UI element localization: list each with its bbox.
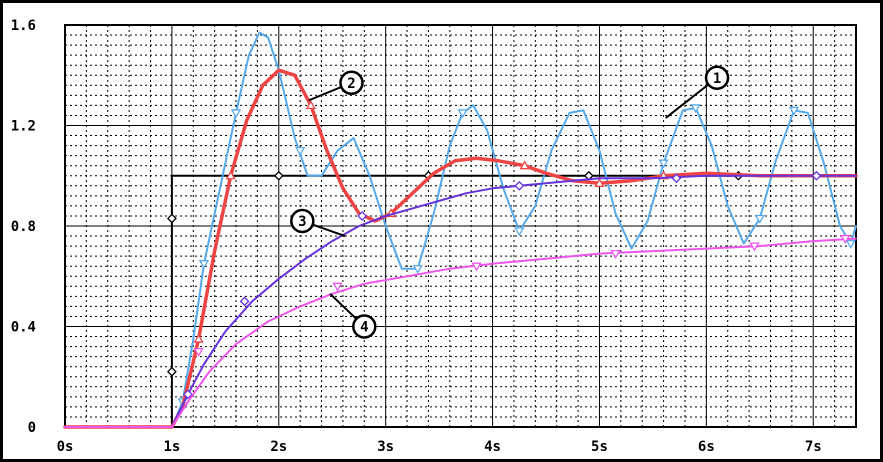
data-point bbox=[412, 265, 423, 275]
data-point bbox=[357, 211, 368, 221]
data-point bbox=[471, 262, 482, 272]
callout-label: 4 bbox=[360, 320, 368, 336]
x-tick-label: 7s bbox=[805, 439, 822, 455]
x-tick-label: 1s bbox=[163, 439, 180, 455]
data-point bbox=[788, 106, 800, 116]
callout-badge bbox=[290, 208, 315, 234]
series-2 bbox=[63, 68, 858, 429]
x-tick-label: 0s bbox=[57, 439, 74, 455]
series-line-3 bbox=[64, 174, 857, 428]
data-point bbox=[332, 282, 343, 292]
data-point bbox=[305, 100, 316, 110]
data-point bbox=[840, 234, 851, 244]
y-tick-label: 0.4 bbox=[11, 320, 36, 336]
data-point bbox=[198, 260, 210, 269]
data-point bbox=[845, 239, 856, 249]
series-step bbox=[64, 170, 857, 428]
callout-label: 3 bbox=[298, 214, 306, 230]
series-line-step bbox=[64, 174, 857, 428]
data-point bbox=[749, 242, 760, 252]
data-point bbox=[239, 296, 250, 307]
y-tick-label: 1.6 bbox=[11, 18, 36, 34]
callout-3: 3 bbox=[290, 208, 346, 237]
callout-label: 1 bbox=[713, 71, 721, 87]
chart-series bbox=[63, 31, 858, 429]
x-tick-label: 5s bbox=[591, 439, 608, 455]
data-point bbox=[690, 104, 701, 114]
series-line-1 bbox=[64, 31, 857, 428]
callout-badge bbox=[704, 65, 730, 91]
data-point bbox=[193, 347, 204, 357]
data-point bbox=[514, 180, 525, 191]
callout-badge bbox=[352, 314, 377, 339]
y-tick-label: 0 bbox=[28, 420, 36, 436]
data-point bbox=[193, 333, 204, 343]
callout-4: 4 bbox=[329, 293, 377, 339]
data-point bbox=[610, 249, 621, 259]
data-point bbox=[594, 177, 605, 187]
series-1 bbox=[64, 31, 857, 428]
data-point bbox=[671, 173, 682, 184]
data-point bbox=[225, 170, 236, 180]
callout-2: 2 bbox=[308, 70, 364, 102]
callout-badge bbox=[339, 70, 364, 96]
data-point bbox=[519, 160, 530, 170]
series-3 bbox=[64, 170, 857, 428]
data-point bbox=[754, 214, 765, 224]
data-point bbox=[183, 389, 193, 400]
series-line-4 bbox=[64, 237, 857, 428]
x-tick-label: 6s bbox=[698, 439, 715, 455]
x-tick-label: 4s bbox=[484, 439, 501, 455]
series-4 bbox=[64, 234, 857, 428]
data-point bbox=[295, 146, 306, 156]
data-point bbox=[230, 109, 242, 119]
x-tick-label: 3s bbox=[377, 439, 394, 455]
x-tick-label: 2s bbox=[270, 439, 287, 455]
y-tick-label: 1.2 bbox=[11, 119, 36, 135]
data-point bbox=[166, 213, 177, 224]
data-point bbox=[658, 159, 669, 169]
callout-label: 2 bbox=[347, 76, 355, 92]
chart-callouts: 1 2 3 4 bbox=[290, 65, 730, 339]
series-line-2 bbox=[63, 68, 858, 429]
callout-1: 1 bbox=[665, 65, 730, 119]
data-point bbox=[273, 170, 284, 181]
data-point bbox=[166, 366, 177, 377]
data-point bbox=[457, 109, 468, 119]
data-point bbox=[811, 170, 822, 181]
data-point bbox=[514, 227, 525, 237]
y-tick-label: 0.8 bbox=[11, 219, 36, 235]
